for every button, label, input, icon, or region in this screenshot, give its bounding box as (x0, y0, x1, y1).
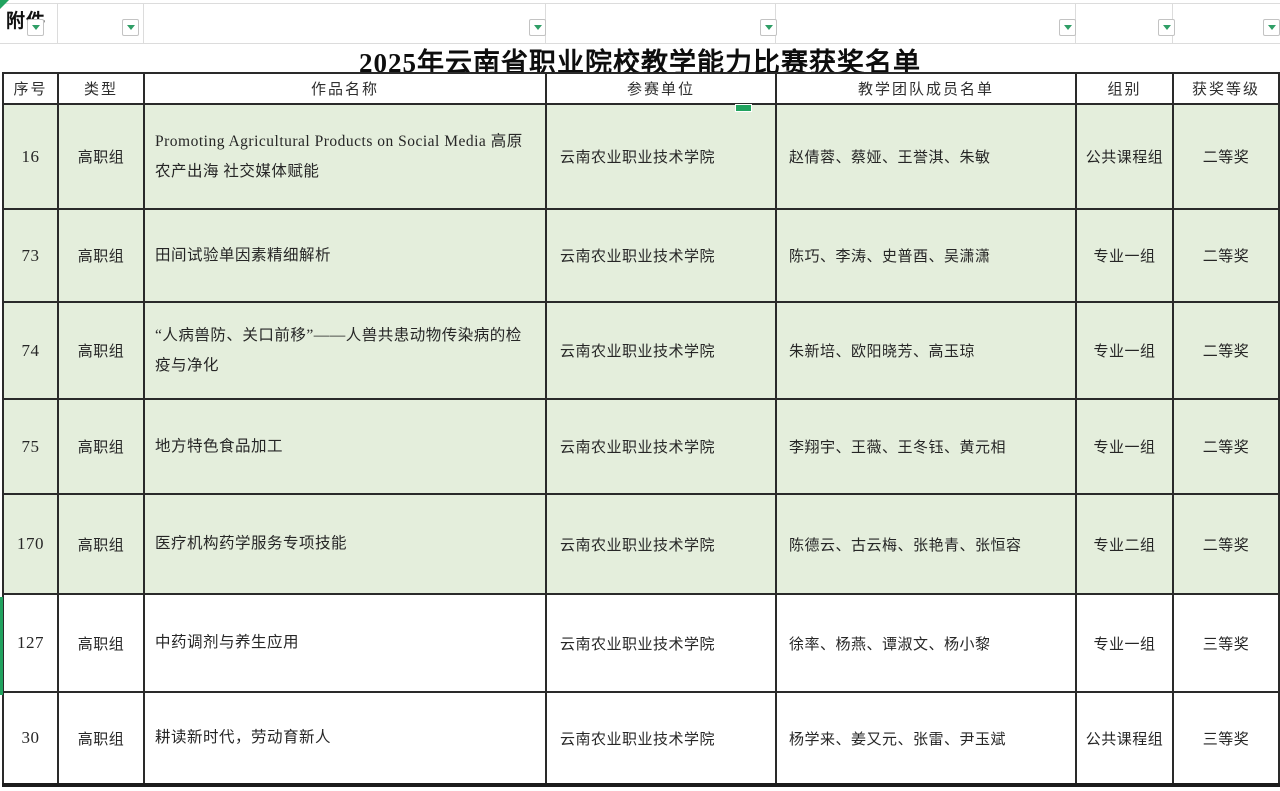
chevron-down-icon (1063, 25, 1072, 30)
cell-type[interactable]: 高职组 (57, 593, 145, 693)
cell-group[interactable]: 专业一组 (1075, 301, 1174, 400)
cell-group[interactable]: 专业一组 (1075, 208, 1174, 303)
cell-type[interactable]: 高职组 (57, 301, 145, 400)
cell-unit[interactable]: 云南农业职业技术学院 (545, 691, 777, 787)
cell-award-level[interactable]: 三等奖 (1172, 593, 1280, 693)
column-header-unit[interactable]: 参赛单位 (545, 72, 777, 105)
cell-type[interactable]: 高职组 (57, 691, 145, 787)
table-row: 127 高职组 中药调剂与养生应用 云南农业职业技术学院 徐率、杨燕、谭淑文、杨… (2, 593, 1280, 693)
cell-award-level[interactable]: 二等奖 (1172, 208, 1280, 303)
cell-award-level[interactable]: 二等奖 (1172, 301, 1280, 400)
cell-group[interactable]: 公共课程组 (1075, 103, 1174, 210)
cell-work-title[interactable]: 耕读新时代，劳动育新人 (143, 691, 547, 787)
cell-type[interactable]: 高职组 (57, 208, 145, 303)
autofilter-button[interactable] (1158, 19, 1175, 36)
cell-unit[interactable]: 云南农业职业技术学院 (545, 493, 777, 595)
chevron-down-icon (31, 25, 40, 30)
column-header-award[interactable]: 获奖等级 (1172, 72, 1280, 105)
chevron-down-icon (1162, 25, 1171, 30)
column-header-work[interactable]: 作品名称 (143, 72, 547, 105)
cell-group[interactable]: 公共课程组 (1075, 691, 1174, 787)
autofilter-button[interactable] (760, 19, 777, 36)
table-row: 170 高职组 医疗机构药学服务专项技能 云南农业职业技术学院 陈德云、古云梅、… (2, 493, 1280, 595)
column-header-team[interactable]: 教学团队成员名单 (775, 72, 1077, 105)
column-header-serial[interactable]: 序号 (2, 72, 59, 105)
cell-serial[interactable]: 74 (2, 301, 59, 400)
chevron-down-icon (533, 25, 542, 30)
column-header-type[interactable]: 类型 (57, 72, 145, 105)
cell-team-members[interactable]: 赵倩蓉、蔡娅、王誉淇、朱敏 (775, 103, 1077, 210)
column-header-group[interactable]: 组别 (1075, 72, 1174, 105)
cell-unit[interactable]: 云南农业职业技术学院 (545, 398, 777, 495)
cell-team-members[interactable]: 杨学来、姜又元、张雷、尹玉斌 (775, 691, 1077, 787)
cell-unit[interactable]: 云南农业职业技术学院 (545, 301, 777, 400)
cell-type[interactable]: 高职组 (57, 493, 145, 595)
chevron-down-icon (126, 25, 135, 30)
cell-team-members[interactable]: 陈巧、李涛、史普酉、吴潇潇 (775, 208, 1077, 303)
cell-work-title[interactable]: 医疗机构药学服务专项技能 (143, 493, 547, 595)
award-table: 序号 类型 作品名称 参赛单位 教学团队成员名单 组别 获奖等级 16 高职组 … (2, 72, 1280, 787)
cell-serial[interactable]: 16 (2, 103, 59, 210)
cell-unit[interactable]: 云南农业职业技术学院 (545, 593, 777, 693)
cell-award-level[interactable]: 二等奖 (1172, 103, 1280, 210)
cell-group[interactable]: 专业一组 (1075, 593, 1174, 693)
chevron-down-icon (764, 25, 773, 30)
cell-type[interactable]: 高职组 (57, 103, 145, 210)
table-row: 30 高职组 耕读新时代，劳动育新人 云南农业职业技术学院 杨学来、姜又元、张雷… (2, 691, 1280, 787)
cell-award-level[interactable]: 三等奖 (1172, 691, 1280, 787)
cell-unit[interactable]: 云南农业职业技术学院 (545, 208, 777, 303)
header-row: 序号 类型 作品名称 参赛单位 教学团队成员名单 组别 获奖等级 (2, 72, 1280, 105)
sheet-gridline (57, 3, 58, 44)
cell-award-level[interactable]: 二等奖 (1172, 398, 1280, 495)
cell-work-title[interactable]: “人病兽防、关口前移”——人兽共患动物传染病的检疫与净化 (143, 301, 547, 400)
sheet-gridline (143, 3, 144, 44)
table-row: 75 高职组 地方特色食品加工 云南农业职业技术学院 李翔宇、王薇、王冬钰、黄元… (2, 398, 1280, 495)
sheet-gridline (0, 3, 1280, 4)
cell-group[interactable]: 专业二组 (1075, 493, 1174, 595)
cell-team-members[interactable]: 徐率、杨燕、谭淑文、杨小黎 (775, 593, 1077, 693)
cell-team-members[interactable]: 李翔宇、王薇、王冬钰、黄元相 (775, 398, 1077, 495)
table-row: 74 高职组 “人病兽防、关口前移”——人兽共患动物传染病的检疫与净化 云南农业… (2, 301, 1280, 400)
cell-serial[interactable]: 75 (2, 398, 59, 495)
autofilter-button[interactable] (122, 19, 139, 36)
cell-award-level[interactable]: 二等奖 (1172, 493, 1280, 595)
selection-fill-handle[interactable] (735, 104, 752, 112)
table-row: 16 高职组 Promoting Agricultural Products o… (2, 103, 1280, 210)
cell-unit[interactable]: 云南农业职业技术学院 (545, 103, 777, 210)
cell-work-title[interactable]: 田间试验单因素精细解析 (143, 208, 547, 303)
cell-group[interactable]: 专业一组 (1075, 398, 1174, 495)
cell-serial[interactable]: 127 (2, 593, 59, 693)
cell-serial[interactable]: 170 (2, 493, 59, 595)
cell-team-members[interactable]: 陈德云、古云梅、张艳青、张恒容 (775, 493, 1077, 595)
chevron-down-icon (1267, 25, 1276, 30)
autofilter-button[interactable] (1263, 19, 1280, 36)
cell-team-members[interactable]: 朱新培、欧阳晓芳、高玉琼 (775, 301, 1077, 400)
cell-serial[interactable]: 30 (2, 691, 59, 787)
selection-edge (0, 597, 3, 695)
cell-type[interactable]: 高职组 (57, 398, 145, 495)
cell-work-title[interactable]: 地方特色食品加工 (143, 398, 547, 495)
cell-work-title[interactable]: Promoting Agricultural Products on Socia… (143, 103, 547, 210)
table-row: 73 高职组 田间试验单因素精细解析 云南农业职业技术学院 陈巧、李涛、史普酉、… (2, 208, 1280, 303)
cell-work-title[interactable]: 中药调剂与养生应用 (143, 593, 547, 693)
autofilter-button[interactable] (1059, 19, 1076, 36)
autofilter-button[interactable] (529, 19, 546, 36)
cell-serial[interactable]: 73 (2, 208, 59, 303)
autofilter-button[interactable] (27, 19, 44, 36)
sheet-gridline (0, 43, 1280, 44)
selection-corner-mark (0, 0, 9, 9)
